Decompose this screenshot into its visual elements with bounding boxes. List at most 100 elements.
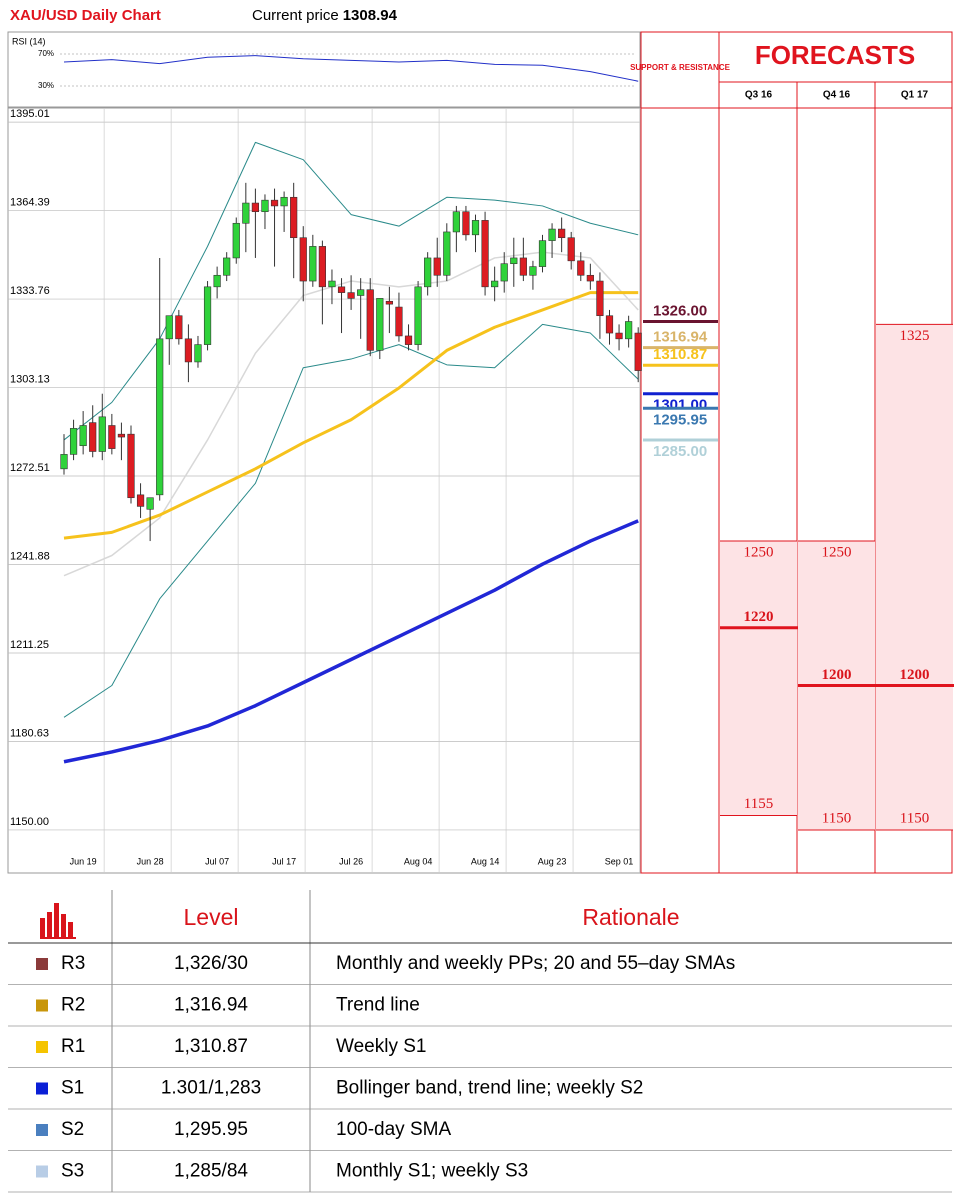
candle-body bbox=[337, 286, 346, 293]
candle-body bbox=[471, 220, 480, 236]
candle-body bbox=[242, 202, 250, 224]
y-tick-label: 1180.63 bbox=[10, 727, 49, 739]
row-name: R3 bbox=[61, 953, 85, 974]
candle-body bbox=[127, 433, 135, 499]
candle-body bbox=[529, 266, 537, 276]
candle-body bbox=[357, 289, 365, 296]
row-name: S2 bbox=[61, 1119, 84, 1140]
row-level: 1,326/30 bbox=[174, 953, 248, 974]
table-header: Rationale bbox=[582, 904, 679, 930]
chart-title: XAU/USD Daily Chart bbox=[10, 7, 161, 24]
row-name: S3 bbox=[61, 1161, 84, 1182]
candle-body bbox=[452, 211, 460, 233]
candle-body bbox=[625, 321, 633, 340]
candle-body bbox=[79, 425, 87, 447]
row-level: 1,316.94 bbox=[174, 995, 248, 1016]
row-rationale: Weekly S1 bbox=[336, 1036, 426, 1057]
candle-body bbox=[203, 286, 212, 345]
indicator-line bbox=[63, 323, 639, 718]
forecast-label: 1250 bbox=[744, 544, 774, 560]
row-rationale: 100-day SMA bbox=[336, 1119, 451, 1140]
price-frame bbox=[7, 107, 641, 874]
candle-body bbox=[318, 246, 326, 288]
row-name: R1 bbox=[61, 1036, 85, 1057]
candle-body bbox=[433, 257, 441, 276]
candle-body bbox=[510, 257, 518, 265]
row-level: 1,295.95 bbox=[174, 1119, 248, 1140]
x-tick-label: Jul 17 bbox=[272, 856, 296, 866]
candle-body bbox=[184, 338, 193, 363]
y-tick-label: 1241.88 bbox=[10, 550, 50, 562]
candle-body bbox=[156, 338, 164, 496]
y-tick-label: 1364.39 bbox=[10, 196, 50, 208]
rsi-frame bbox=[7, 31, 641, 108]
y-tick-label: 1333.76 bbox=[10, 285, 50, 297]
x-tick-label: Jul 26 bbox=[339, 856, 363, 866]
candle-body bbox=[615, 332, 623, 340]
forecast-label: 1200 bbox=[822, 667, 852, 683]
sr-label: 1285.00 bbox=[653, 443, 707, 460]
candle-body bbox=[567, 237, 575, 262]
candle-body bbox=[376, 298, 384, 351]
candle-body bbox=[270, 199, 279, 207]
x-tick-label: Jun 28 bbox=[137, 856, 164, 866]
y-tick-label: 1211.25 bbox=[10, 639, 49, 651]
forecast-label: 1155 bbox=[744, 796, 773, 812]
candle-body bbox=[404, 335, 413, 345]
forecast-range bbox=[876, 324, 953, 830]
candle-body bbox=[634, 332, 642, 371]
candle-body bbox=[60, 454, 68, 470]
table-lines bbox=[8, 890, 952, 1192]
row-level: 1,310.87 bbox=[174, 1036, 248, 1057]
candle-body bbox=[519, 257, 527, 276]
candle-body bbox=[605, 315, 614, 334]
forecast-label: 1200 bbox=[900, 667, 930, 683]
rsi-line bbox=[63, 55, 639, 82]
row-name: R2 bbox=[61, 995, 85, 1016]
candle-body bbox=[596, 280, 604, 317]
candle-body bbox=[481, 220, 489, 288]
indicator-line bbox=[63, 291, 639, 540]
sr-title: SUPPORT & RESISTANCE bbox=[630, 63, 731, 72]
forecast-title: FORECASTS bbox=[755, 40, 915, 70]
candle-body bbox=[443, 231, 451, 276]
x-tick-label: Aug 23 bbox=[538, 856, 567, 866]
row-level: 1,285/84 bbox=[174, 1161, 248, 1182]
x-tick-label: Jul 07 bbox=[205, 856, 229, 866]
price-value: 1308.94 bbox=[343, 7, 398, 24]
swatch bbox=[36, 958, 48, 970]
swatch bbox=[36, 1165, 48, 1178]
row-level: 1.301/1,283 bbox=[161, 1078, 261, 1099]
candle-body bbox=[328, 280, 336, 288]
candle-body bbox=[290, 196, 298, 239]
candle-body bbox=[117, 433, 126, 438]
candle-body bbox=[136, 494, 145, 507]
candle-body bbox=[165, 315, 173, 340]
candle-body bbox=[366, 289, 374, 351]
x-tick-label: Sep 01 bbox=[605, 856, 634, 866]
candle-body bbox=[146, 497, 154, 510]
x-tick-label: Aug 14 bbox=[471, 856, 500, 866]
candle-body bbox=[89, 422, 97, 452]
y-tick-label: 1395.01 bbox=[10, 108, 50, 120]
y-tick-label: 1303.13 bbox=[10, 373, 50, 385]
candle-body bbox=[577, 260, 585, 276]
candle-body bbox=[232, 222, 240, 259]
forecast-label: 1325 bbox=[900, 328, 930, 344]
y-tick-label: 1272.51 bbox=[10, 462, 50, 474]
candle-body bbox=[309, 246, 317, 282]
candle-body bbox=[586, 274, 594, 282]
table-header: Level bbox=[184, 904, 239, 930]
price-label: Current price bbox=[252, 7, 339, 24]
rsi-label: RSI (14) bbox=[12, 36, 46, 46]
candle-body bbox=[424, 257, 432, 288]
candle-body bbox=[299, 237, 307, 282]
forecast-range bbox=[720, 541, 797, 816]
candle-body bbox=[223, 257, 231, 276]
quarter-label: Q4 16 bbox=[823, 90, 851, 101]
candle-body bbox=[261, 199, 269, 213]
candle-body bbox=[108, 425, 116, 449]
candle-body bbox=[175, 315, 183, 340]
sr-label: 1316.94 bbox=[653, 329, 708, 346]
forecast-label: 1150 bbox=[900, 810, 929, 826]
